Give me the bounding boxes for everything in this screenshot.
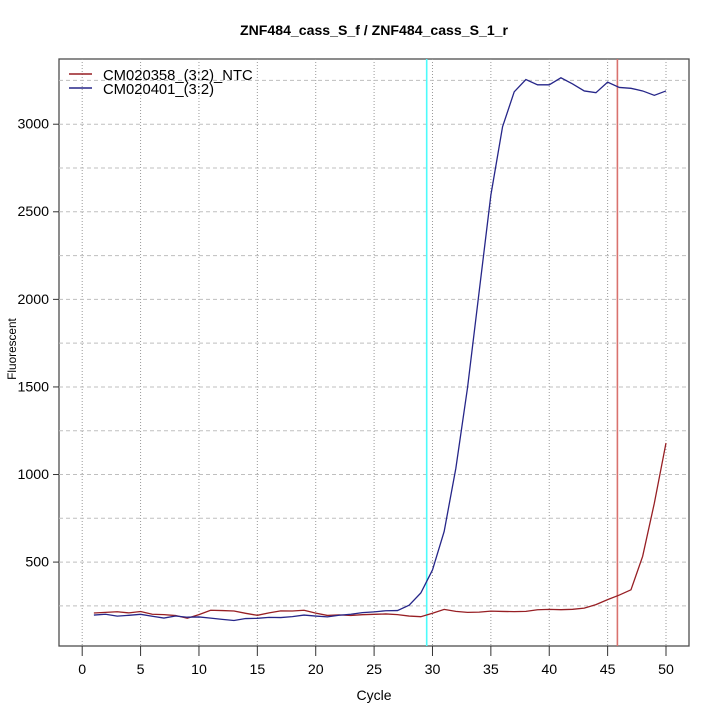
- svg-text:5: 5: [137, 662, 145, 678]
- svg-text:500: 500: [25, 555, 49, 571]
- svg-text:25: 25: [366, 662, 382, 678]
- svg-text:30: 30: [425, 662, 441, 678]
- svg-text:0: 0: [78, 662, 86, 678]
- svg-text:50: 50: [658, 662, 674, 678]
- svg-text:45: 45: [600, 662, 616, 678]
- svg-text:2500: 2500: [17, 204, 49, 220]
- svg-text:20: 20: [308, 662, 324, 678]
- svg-text:2000: 2000: [17, 292, 49, 308]
- svg-text:CM020401_(3:2): CM020401_(3:2): [103, 82, 214, 98]
- svg-text:35: 35: [483, 662, 499, 678]
- svg-text:Cycle: Cycle: [356, 687, 391, 703]
- svg-text:15: 15: [249, 662, 265, 678]
- svg-text:40: 40: [541, 662, 557, 678]
- svg-text:1500: 1500: [17, 379, 49, 395]
- svg-text:10: 10: [191, 662, 207, 678]
- svg-text:1000: 1000: [17, 467, 49, 483]
- svg-text:3000: 3000: [17, 117, 49, 133]
- svg-text:Fluorescent: Fluorescent: [5, 317, 19, 379]
